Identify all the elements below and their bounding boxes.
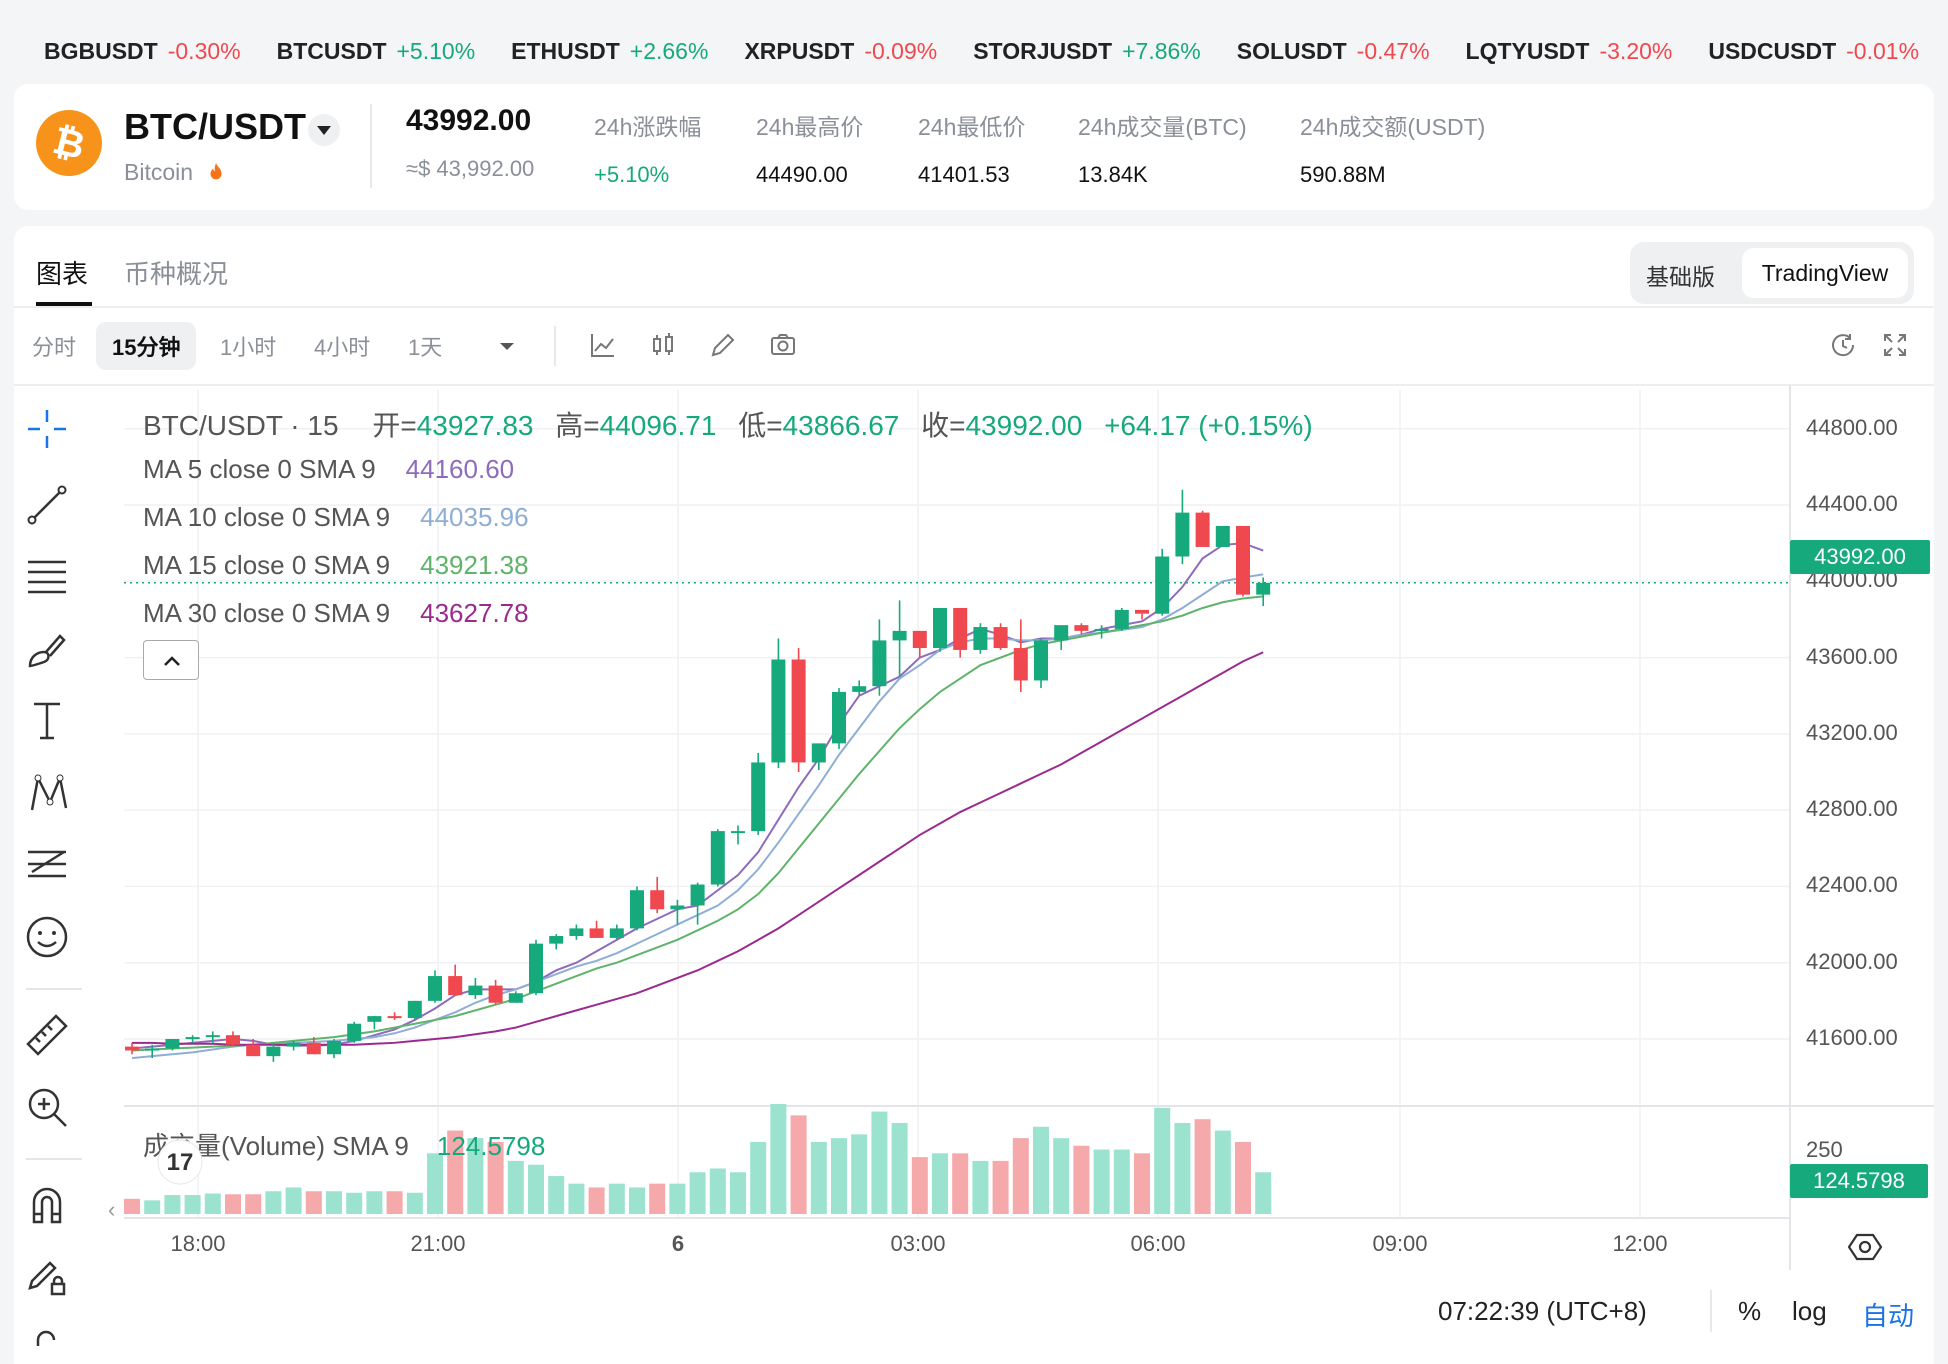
timeframe-15m[interactable]: 15分钟 <box>96 322 197 370</box>
svg-text:17: 17 <box>167 1149 194 1176</box>
view-switch: 基础版 TradingView <box>1630 242 1914 304</box>
fire-icon <box>210 162 222 180</box>
divider <box>1710 1290 1712 1332</box>
zoom-in-icon[interactable] <box>24 1084 70 1130</box>
divider <box>370 104 372 188</box>
stat-volume: 24h成交量(BTC) 13.84K <box>1078 114 1247 187</box>
divider <box>554 326 556 366</box>
ticker-item[interactable]: SOLUSDT -0.47% <box>1236 37 1430 64</box>
time-tick-label: 09:00 <box>1372 1231 1428 1256</box>
timeframe-time[interactable]: 分时 <box>32 335 77 360</box>
basic-view-option[interactable]: 基础版 <box>1646 264 1715 290</box>
market-header: ₿ BTC/USDT Bitcoin 43992.00 ≈$ 43,992.00… <box>14 84 1934 210</box>
chevron-up-icon <box>164 656 180 666</box>
ticker-item[interactable]: LQTYUSDT -3.20% <box>1465 37 1673 64</box>
tradingview-logo-icon: 17 <box>157 1139 203 1185</box>
line-chart-icon[interactable] <box>588 330 618 360</box>
crosshair-icon[interactable] <box>24 406 70 452</box>
scroll-left-icon[interactable]: ‹ <box>108 1197 116 1222</box>
log-toggle[interactable]: log <box>1792 1296 1827 1326</box>
stat-turnover: 24h成交额(USDT) 590.88M <box>1300 114 1486 187</box>
divider <box>26 1158 82 1160</box>
candles-icon[interactable] <box>648 330 678 360</box>
ticker-item[interactable]: STORJUSDT +7.86% <box>973 37 1201 64</box>
timeframe-1d[interactable]: 1天 <box>408 335 443 360</box>
ticker-item[interactable]: ETHUSDT +2.66% <box>511 37 709 64</box>
ma30-legend: MA 30 close 0 SMA 9 43627.78 <box>143 598 529 628</box>
fib-lines-icon[interactable] <box>24 554 70 600</box>
lock-pencil-icon[interactable] <box>24 1254 70 1300</box>
stat-high: 24h最高价 44490.00 <box>756 114 864 187</box>
chart-legend: BTC/USDT · 15 开=43927.83 高=44096.71 低=43… <box>143 410 1313 441</box>
volume-axis-tick: 250 <box>1806 1137 1843 1162</box>
ticker-item[interactable]: BGBUSDT -0.30% <box>44 37 241 64</box>
ma10-legend: MA 10 close 0 SMA 9 44035.96 <box>143 502 529 532</box>
brush-icon[interactable] <box>24 626 70 672</box>
tab-underline <box>36 302 92 306</box>
volume-value-tag: 124.5798 <box>1790 1164 1928 1198</box>
time-tick-label: 03:00 <box>890 1231 946 1256</box>
last-price: 43992.00 <box>406 104 532 137</box>
smiley-icon[interactable] <box>24 914 70 960</box>
bitcoin-logo-icon: ₿ <box>36 110 102 176</box>
divider <box>14 384 1934 386</box>
tab-chart[interactable]: 图表 <box>36 259 89 289</box>
ticker-item[interactable]: XRPUSDT -0.09% <box>744 37 938 64</box>
price-tick-label: 41600.00 <box>1806 1025 1898 1050</box>
ma5-legend: MA 5 close 0 SMA 9 44160.60 <box>143 454 515 484</box>
projection-icon[interactable] <box>24 842 70 888</box>
legend-collapse-button[interactable] <box>143 640 199 680</box>
replay-icon[interactable] <box>1828 330 1858 360</box>
settings-hex-icon[interactable] <box>1848 1230 1882 1264</box>
tab-overview[interactable]: 币种概况 <box>124 259 229 289</box>
camera-icon[interactable] <box>768 330 798 360</box>
price-tick-label: 42800.00 <box>1806 796 1898 822</box>
trend-line-icon[interactable] <box>24 482 70 528</box>
unlock-icon[interactable] <box>24 1326 70 1346</box>
time-tick-label: 12:00 <box>1612 1231 1668 1256</box>
ma15-legend: MA 15 close 0 SMA 9 43921.38 <box>143 550 529 580</box>
text-tool-icon[interactable] <box>24 698 70 744</box>
ticker-item[interactable]: USDCUSDT -0.01% <box>1708 37 1920 64</box>
divider <box>26 988 82 990</box>
chart-panel: 图表 币种概况 基础版 TradingView 分时 15分钟 1小时 4小时 … <box>14 226 1934 1364</box>
chevron-down-icon[interactable] <box>492 332 522 362</box>
tradingview-option[interactable]: TradingView <box>1742 248 1908 298</box>
price-tick-label: 42000.00 <box>1806 948 1898 974</box>
timeframe-4h[interactable]: 4小时 <box>314 335 371 360</box>
stat-low: 24h最低价 41401.53 <box>918 114 1026 187</box>
time-tick-label: 18:00 <box>170 1231 226 1256</box>
pencil-icon[interactable] <box>708 330 738 360</box>
clock-readout: 07:22:39 (UTC+8) <box>1438 1296 1647 1326</box>
svg-text:₿: ₿ <box>49 120 89 168</box>
time-tick-label: 6 <box>671 1231 685 1256</box>
last-price-usd: ≈$ 43,992.00 <box>406 156 535 181</box>
time-tick-label: 21:00 <box>410 1231 466 1256</box>
timeframe-1h[interactable]: 1小时 <box>220 335 277 360</box>
price-tick-label: 42400.00 <box>1806 872 1898 898</box>
pattern-icon[interactable] <box>24 770 70 816</box>
coin-name: Bitcoin <box>124 159 227 186</box>
pair-dropdown-icon[interactable] <box>308 114 340 146</box>
magnet-icon[interactable] <box>24 1182 70 1228</box>
fullscreen-icon[interactable] <box>1880 330 1910 360</box>
price-tick-label: 43200.00 <box>1806 719 1898 745</box>
ruler-icon[interactable] <box>24 1012 70 1058</box>
auto-scale-toggle[interactable]: 自动 <box>1862 1301 1915 1331</box>
percent-toggle[interactable]: % <box>1738 1296 1762 1326</box>
price-tick-label: 43600.00 <box>1806 643 1898 669</box>
divider <box>14 306 1934 308</box>
price-tick-label: 44800.00 <box>1806 414 1898 440</box>
pair-title: BTC/USDT <box>124 106 306 147</box>
ticker-item[interactable]: BTCUSDT +5.10% <box>276 37 476 64</box>
time-tick-label: 06:00 <box>1130 1231 1186 1256</box>
stat-change: 24h涨跌幅 +5.10% <box>594 114 702 187</box>
price-tick-label: 44400.00 <box>1806 491 1898 516</box>
last-price-tag: 43992.00 <box>1790 540 1930 574</box>
